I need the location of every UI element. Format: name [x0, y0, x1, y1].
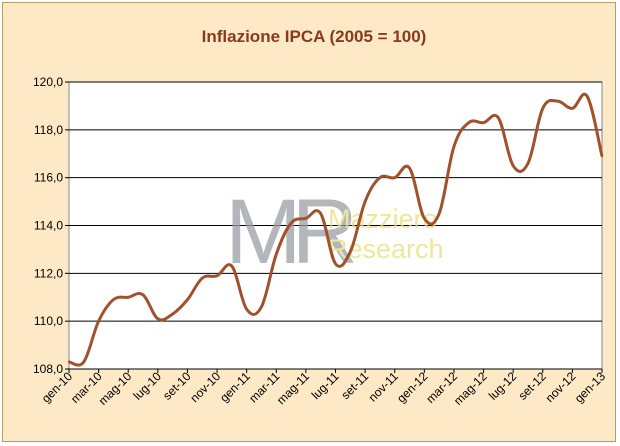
- data-point: [349, 250, 352, 254]
- y-axis: 108,0 110,0 112,0 114,0 116,0 118,0 120,0: [33, 75, 69, 376]
- data-point: [408, 166, 411, 170]
- data-point: [186, 298, 189, 301]
- data-point: [571, 107, 574, 110]
- x-tick-label: gen-13: [572, 369, 609, 406]
- data-point: [304, 217, 308, 220]
- data-point: [393, 176, 396, 179]
- data-point: [452, 145, 456, 148]
- data-point: [260, 305, 263, 309]
- y-tick-label: 120,0: [33, 75, 63, 89]
- x-tick-label: set-11: [338, 369, 371, 402]
- data-point: [127, 296, 130, 299]
- data-point: [82, 360, 86, 364]
- data-point: [526, 162, 530, 165]
- x-tick-label: mag-11: [274, 369, 312, 407]
- data-point: [541, 107, 544, 110]
- data-point: [363, 200, 367, 203]
- x-tick-label: mag-12: [451, 369, 490, 408]
- data-point: [585, 95, 589, 98]
- data-point: [378, 176, 382, 179]
- data-point: [171, 312, 174, 316]
- y-tick-label: 108,0: [33, 362, 63, 376]
- watermark-line1: Mazziero: [328, 204, 438, 234]
- data-point: [437, 212, 441, 215]
- data-point: [156, 317, 160, 320]
- data-point: [141, 293, 145, 297]
- x-tick-label: lug-12: [486, 369, 520, 403]
- y-tick-label: 118,0: [34, 123, 63, 137]
- data-point: [556, 99, 559, 103]
- data-point: [511, 164, 515, 167]
- data-point: [319, 212, 322, 215]
- y-tick-label: 112,0: [34, 266, 63, 280]
- y-tick-label: 110,0: [34, 314, 63, 328]
- data-point: [230, 264, 234, 268]
- data-point: [67, 360, 71, 364]
- data-point: [201, 276, 204, 280]
- x-tick-label: nov-10: [187, 369, 223, 405]
- chart-title: Inflazione IPCA (2005 = 100): [202, 27, 427, 46]
- x-tick-label: gen-11: [217, 369, 253, 405]
- y-tick-label: 116,0: [34, 171, 63, 185]
- chart: Inflazione IPCA (2005 = 100) MR Mazziero…: [33, 27, 609, 408]
- data-point: [245, 308, 248, 311]
- data-point: [289, 221, 293, 225]
- x-tick-label: lug-11: [309, 369, 342, 402]
- data-point: [600, 154, 604, 158]
- chart-frame: Inflazione IPCA (2005 = 100) MR Mazziero…: [2, 2, 616, 442]
- data-point: [482, 121, 485, 124]
- x-tick-label: gen-12: [394, 369, 431, 406]
- x-axis: gen-10mar-10mag-10lug-10set-10nov-10gen-…: [39, 369, 609, 408]
- data-point: [275, 253, 278, 256]
- series-layer: [67, 92, 604, 367]
- data-point: [215, 274, 219, 277]
- x-tick-label: lug-10: [130, 369, 164, 403]
- x-tick-label: mag-10: [96, 369, 135, 408]
- data-point: [334, 262, 337, 265]
- y-tick-label: 114,0: [34, 219, 63, 233]
- data-point: [423, 217, 426, 220]
- data-point: [497, 116, 500, 120]
- x-tick-label: nov-12: [543, 369, 579, 405]
- data-point: [467, 121, 470, 124]
- x-tick-label: nov-11: [366, 369, 401, 404]
- data-point: [97, 319, 100, 323]
- data-point: [112, 298, 115, 301]
